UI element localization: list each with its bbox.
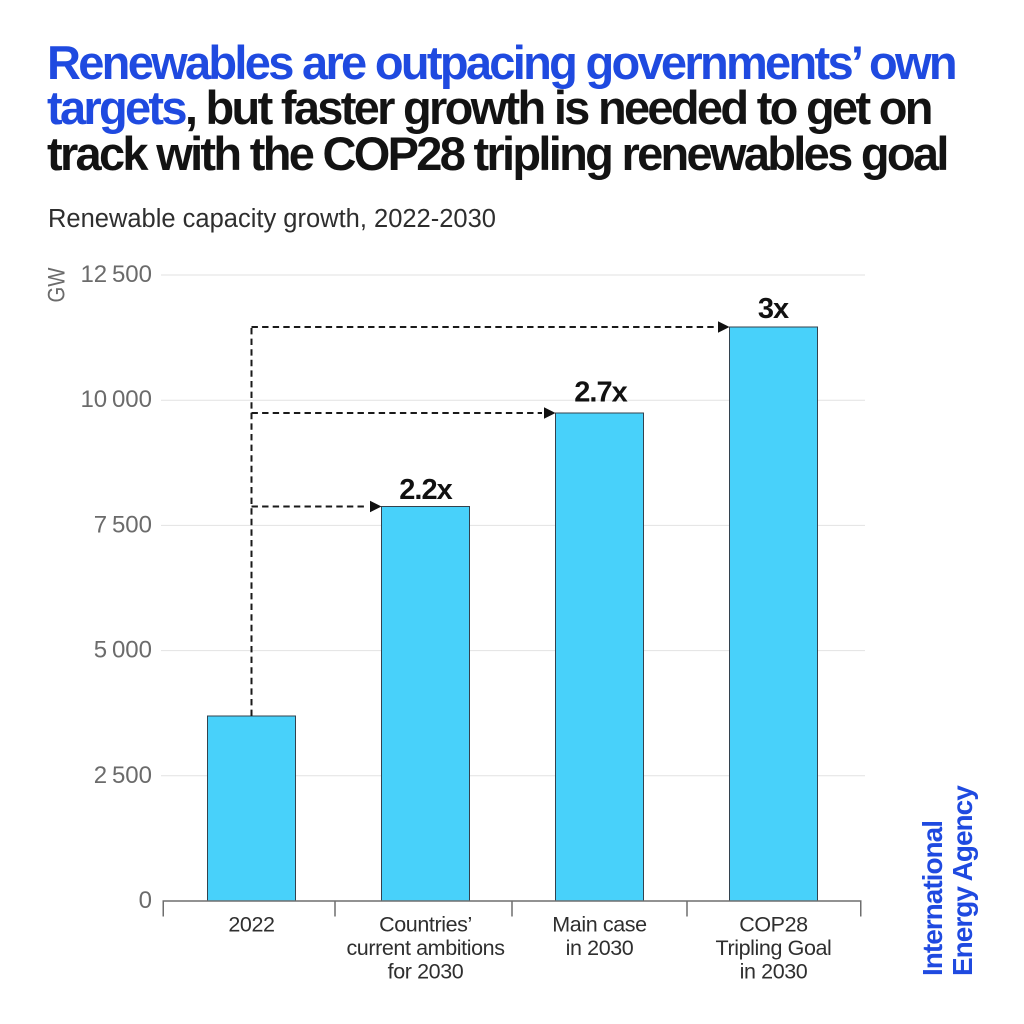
svg-text:0: 0 <box>139 887 152 914</box>
svg-text:10 000: 10 000 <box>80 386 152 413</box>
svg-text:current ambitions: current ambitions <box>346 936 504 960</box>
svg-text:Energy Agency: Energy Agency <box>947 785 978 976</box>
svg-text:2 500: 2 500 <box>94 762 152 789</box>
svg-text:12 500: 12 500 <box>80 261 152 288</box>
svg-text:in 2030: in 2030 <box>740 960 808 984</box>
svg-text:3x: 3x <box>758 293 789 325</box>
svg-text:International: International <box>917 821 948 976</box>
svg-text:2.2x: 2.2x <box>399 474 452 506</box>
svg-text:Countries’: Countries’ <box>379 913 472 937</box>
svg-text:2022: 2022 <box>228 913 274 937</box>
svg-text:2.7x: 2.7x <box>574 377 627 409</box>
svg-text:GW: GW <box>44 267 71 302</box>
svg-text:COP28: COP28 <box>739 913 808 937</box>
svg-text:in 2030: in 2030 <box>566 936 634 960</box>
svg-text:7 500: 7 500 <box>94 511 152 538</box>
svg-text:5 000: 5 000 <box>94 637 152 664</box>
svg-text:Main case: Main case <box>552 913 646 937</box>
svg-text:Tripling Goal: Tripling Goal <box>716 936 832 960</box>
svg-text:for 2030: for 2030 <box>388 960 464 984</box>
